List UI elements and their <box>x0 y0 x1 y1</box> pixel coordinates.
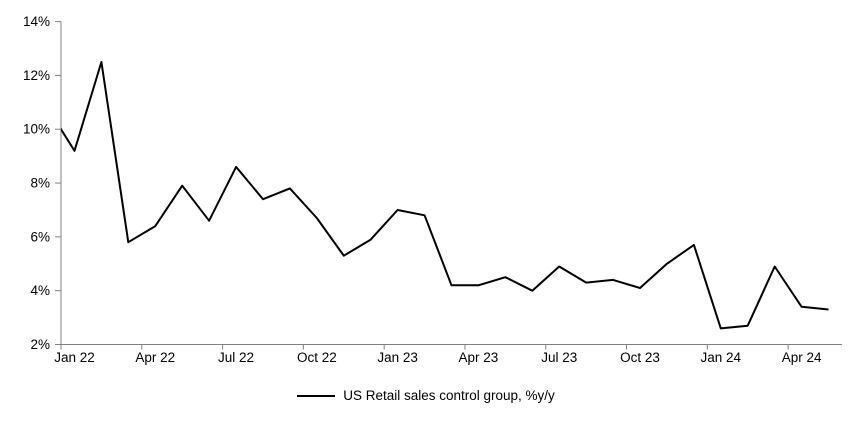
y-tick-label: 10% <box>23 122 50 137</box>
y-tick-label: 4% <box>30 283 50 298</box>
x-tick-label: Apr 22 <box>135 350 175 365</box>
x-tick-label: Jan 22 <box>54 350 95 365</box>
y-tick-label: 2% <box>30 337 50 352</box>
x-tick-label: Jan 24 <box>701 350 742 365</box>
x-tick-label: Oct 22 <box>297 350 337 365</box>
x-tick-label: Jul 23 <box>541 350 577 365</box>
y-tick-label: 8% <box>30 176 50 191</box>
x-tick-label: Apr 23 <box>459 350 499 365</box>
x-tick-label: Jan 23 <box>377 350 418 365</box>
series-line <box>61 61 829 330</box>
y-tick-label: 12% <box>23 68 50 83</box>
y-tick-label: 6% <box>30 229 50 244</box>
x-tick-label: Apr 24 <box>782 350 822 365</box>
x-tick-label: Oct 23 <box>620 350 660 365</box>
x-tick-label: Jul 22 <box>218 350 254 365</box>
y-tick-label: 14% <box>23 14 50 29</box>
